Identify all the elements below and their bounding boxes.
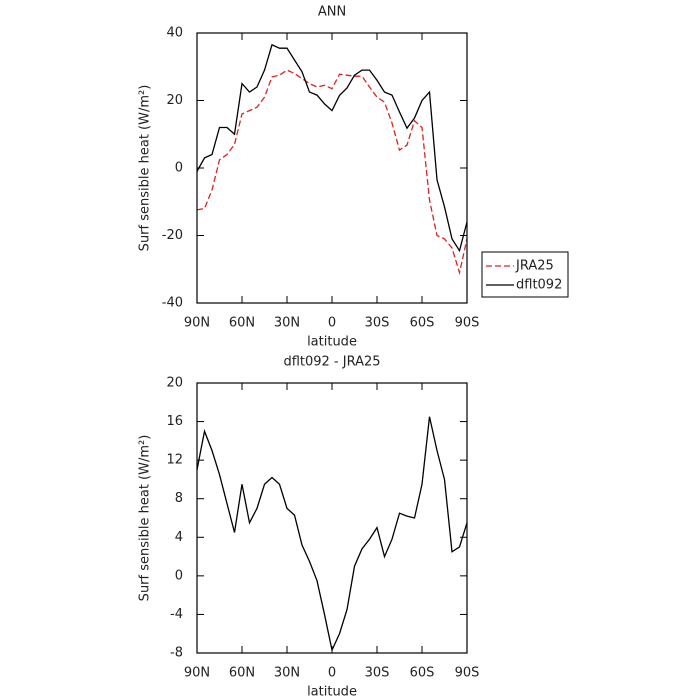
y-tick-label: 16 <box>166 414 183 429</box>
y-tick-label: 12 <box>166 453 183 468</box>
x-tick-label: 90S <box>455 316 480 331</box>
plot-frame <box>196 382 468 654</box>
x-axis-label: latitude <box>307 335 357 350</box>
x-tick-label: 30S <box>365 316 390 331</box>
chart-title: dflt092 - JRA25 <box>283 355 380 370</box>
y-axis-label: Surf sensible heat (W/m²) <box>138 435 153 602</box>
legend: JRA25 dflt092 <box>481 251 569 298</box>
x-tick-label: 30S <box>365 666 390 681</box>
y-tick-label: -4 <box>170 607 183 622</box>
y-tick-label: 8 <box>175 491 183 506</box>
legend-box <box>481 251 569 298</box>
data-line <box>196 69 468 276</box>
y-tick-label: 20 <box>166 93 183 108</box>
y-tick-label: 40 <box>166 26 183 41</box>
x-tick-label: 60S <box>410 666 435 681</box>
y-tick-label: 20 <box>166 376 183 391</box>
x-tick-label: 0 <box>328 316 336 331</box>
y-tick-label: -40 <box>162 296 183 311</box>
x-tick-label: 30N <box>274 666 300 681</box>
data-line <box>196 416 468 653</box>
y-tick-label: 4 <box>175 530 183 545</box>
plot-frame <box>196 32 468 304</box>
x-tick-label: 60N <box>229 666 255 681</box>
legend-label: dflt092 <box>516 278 562 293</box>
x-tick-label: 0 <box>328 666 336 681</box>
x-tick-label: 60S <box>410 316 435 331</box>
y-tick-label: 0 <box>175 568 183 583</box>
legend-label: JRA25 <box>515 259 554 274</box>
data-line <box>196 43 468 253</box>
y-tick-label: -20 <box>162 228 183 243</box>
chart-title: ANN <box>318 5 346 20</box>
y-axis-label: Surf sensible heat (W/m²) <box>138 85 153 252</box>
y-tick-label: 0 <box>175 161 183 176</box>
x-tick-label: 90N <box>184 666 210 681</box>
x-tick-label: 60N <box>229 316 255 331</box>
x-axis-label: latitude <box>307 685 357 700</box>
y-tick-label: -8 <box>170 646 183 661</box>
x-tick-label: 30N <box>274 316 300 331</box>
x-tick-label: 90S <box>455 666 480 681</box>
x-tick-label: 90N <box>184 316 210 331</box>
